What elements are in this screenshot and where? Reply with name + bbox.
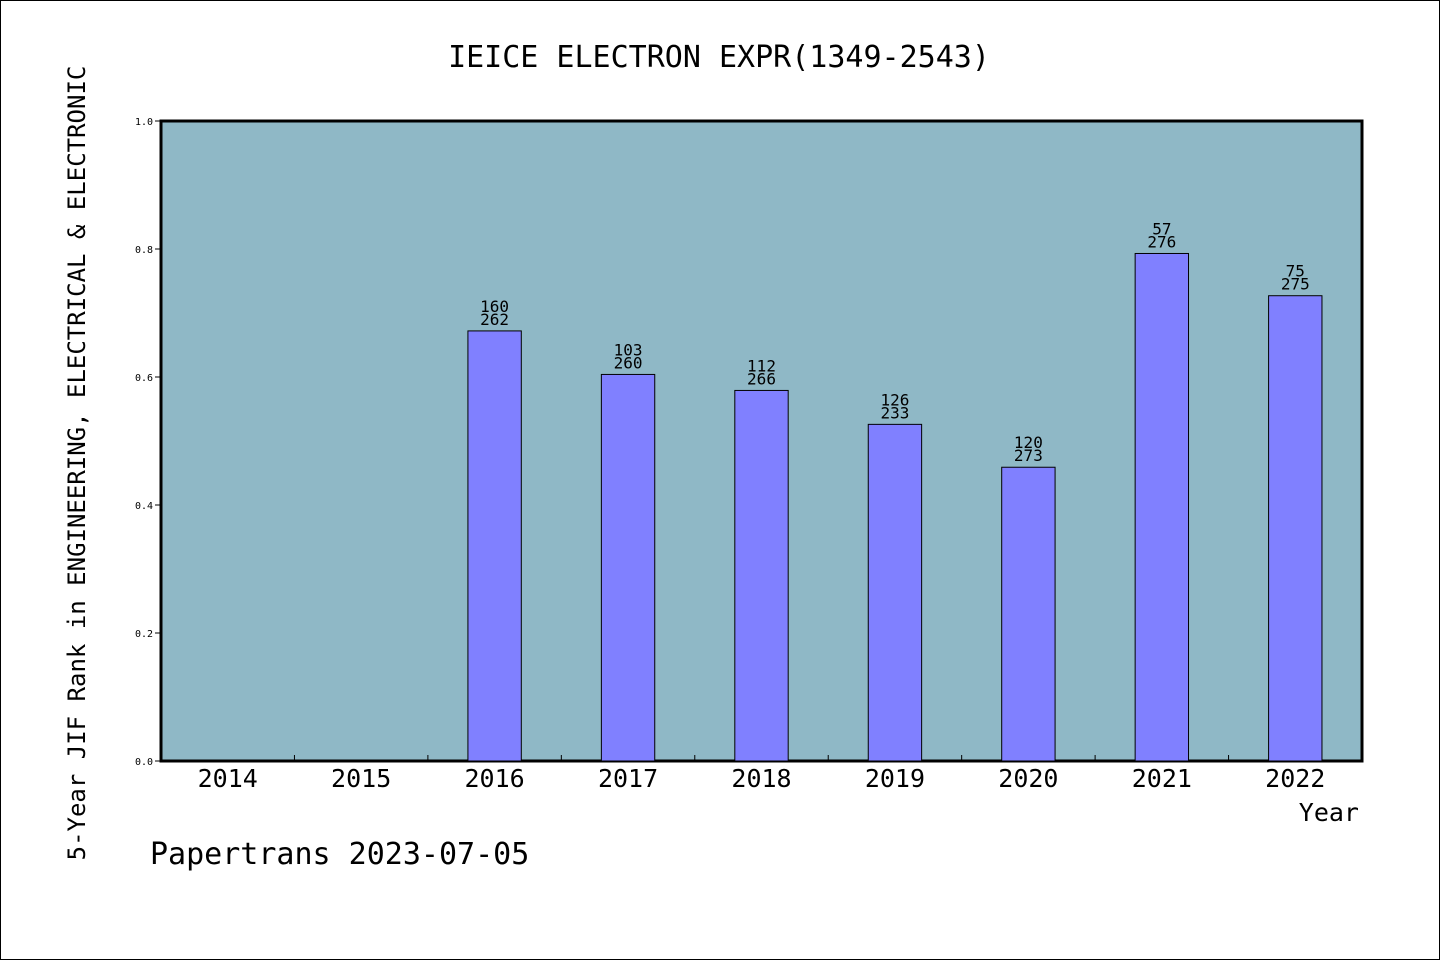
x-axis-ticks: 2014 2015 2016 2017 2018 2019 2020 2021 2022 [198, 755, 1325, 793]
y-axis-label: 5-Year JIF Rank in ENGINEERING, ELECTRIC… [63, 66, 91, 861]
x-tick-label: 2014 [198, 764, 258, 793]
bar-2016 [467, 330, 522, 762]
x-tick-label: 2017 [598, 764, 658, 793]
y-tick-label: 0.4 [135, 501, 153, 512]
y-axis-ticks: 0.0 0.2 0.4 0.6 0.8 1.0 [135, 117, 161, 768]
bar-label-total: 262 [480, 310, 509, 329]
bar-label-total: 276 [1147, 232, 1176, 251]
bar-label-rank: 126 [880, 390, 909, 409]
bar-label-rank: 120 [1014, 433, 1043, 452]
x-tick-label: 2018 [731, 764, 791, 793]
y-tick-label: 0.6 [135, 373, 153, 384]
bar-label-total: 233 [880, 403, 909, 422]
y-tick-label: 0.2 [135, 629, 153, 640]
bar-label-rank: 103 [614, 340, 643, 359]
bar-2019 [867, 423, 923, 762]
y-tick-label: 0.0 [135, 757, 153, 768]
bar-2018 [734, 389, 789, 762]
bar-label-total: 275 [1281, 275, 1310, 294]
chart-title: IEICE ELECTRON EXPR(1349-2543) [448, 40, 990, 75]
x-tick-label: 2019 [865, 764, 925, 793]
x-tick-label: 2015 [331, 764, 391, 793]
bar-label-rank: 57 [1152, 219, 1171, 238]
x-axis-label: Year [1299, 798, 1359, 827]
bar-label-total: 273 [1014, 446, 1043, 465]
bar-label-rank: 75 [1286, 262, 1305, 281]
bar-2022 [1268, 295, 1323, 762]
y-tick-label: 1.0 [135, 117, 153, 128]
bar-2020 [1001, 466, 1056, 762]
x-tick-label: 2016 [465, 764, 525, 793]
bars-layer [467, 252, 1323, 762]
bar-2017 [600, 373, 656, 762]
bar-label-rank: 112 [747, 356, 776, 375]
bar-2021 [1134, 252, 1190, 762]
x-tick-label: 2022 [1265, 764, 1325, 793]
bar-label-total: 260 [614, 353, 643, 372]
footer-credit: Papertrans 2023-07-05 [150, 837, 529, 872]
x-tick-label: 2020 [998, 764, 1058, 793]
bar-label-total: 266 [747, 369, 776, 388]
x-tick-label: 2021 [1132, 764, 1192, 793]
bar-label-rank: 160 [480, 297, 509, 316]
y-tick-label: 0.8 [135, 245, 153, 256]
